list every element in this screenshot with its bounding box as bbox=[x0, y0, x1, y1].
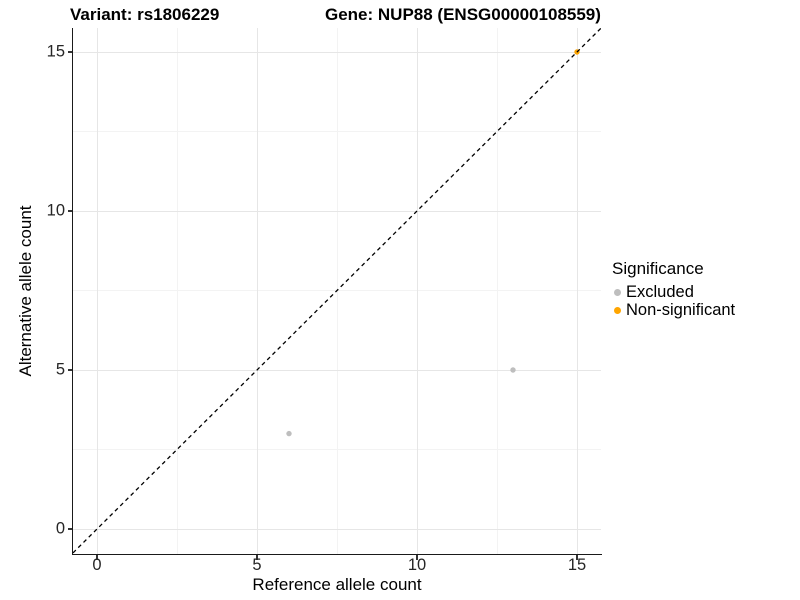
gridline-minor-x bbox=[496, 28, 498, 554]
x-tick-mark bbox=[416, 555, 418, 560]
legend-item-excluded: Excluded bbox=[612, 283, 735, 302]
legend-key-dot-excluded bbox=[614, 289, 621, 297]
x-axis-line bbox=[71, 553, 602, 556]
gridline-major-x bbox=[256, 28, 258, 554]
y-tick-label: 0 bbox=[55, 519, 65, 538]
gridline-major-x bbox=[576, 28, 578, 554]
legend-item-label: Non-significant bbox=[626, 300, 736, 319]
y-tick-mark bbox=[67, 51, 73, 53]
legend-item-label: Excluded bbox=[626, 283, 694, 302]
x-tick-label: 5 bbox=[252, 556, 262, 574]
gridline-major-y bbox=[73, 51, 601, 53]
y-tick-label: 15 bbox=[46, 42, 65, 61]
legend-item-non-significant: Non-significant bbox=[612, 300, 736, 320]
legend: Significance Excluded Non-significant bbox=[612, 259, 735, 319]
x-tick-label: 0 bbox=[92, 556, 102, 574]
x-tick-mark bbox=[96, 555, 98, 560]
gridline-minor-y bbox=[73, 449, 601, 450]
y-tick-mark bbox=[67, 210, 73, 212]
data-point-excluded bbox=[510, 367, 516, 373]
gridline-major-y bbox=[73, 369, 601, 371]
plot-panel bbox=[73, 28, 601, 554]
gridline-minor-x bbox=[176, 28, 178, 554]
legend-key-dot-non-significant bbox=[614, 306, 621, 314]
x-tick-label: 10 bbox=[407, 556, 427, 574]
plot-title-variant: Variant: rs1806229 bbox=[70, 5, 220, 24]
y-axis-title: Alternative allele count bbox=[16, 205, 35, 377]
gridline-major-x bbox=[416, 28, 418, 554]
y-tick-mark bbox=[67, 369, 73, 371]
x-tick-mark bbox=[576, 555, 578, 560]
identity-line bbox=[73, 28, 601, 554]
y-tick-mark bbox=[67, 528, 73, 530]
y-tick-label: 5 bbox=[55, 360, 65, 379]
plot-title-gene: Gene: NUP88 (ENSG00000108559) bbox=[325, 5, 601, 24]
legend-title: Significance bbox=[612, 259, 704, 278]
y-tick-label: 10 bbox=[46, 201, 65, 220]
gridline-major-x bbox=[96, 28, 98, 554]
x-tick-mark bbox=[256, 555, 258, 560]
gridline-major-y bbox=[73, 528, 601, 530]
x-tick-label: 15 bbox=[567, 556, 587, 574]
gridline-major-y bbox=[73, 210, 601, 212]
gridline-minor-y bbox=[73, 131, 601, 132]
data-point-excluded bbox=[286, 430, 292, 437]
y-axis-line bbox=[71, 28, 74, 556]
plot-canvas bbox=[73, 28, 601, 554]
x-axis-title: Reference allele count bbox=[252, 575, 422, 594]
